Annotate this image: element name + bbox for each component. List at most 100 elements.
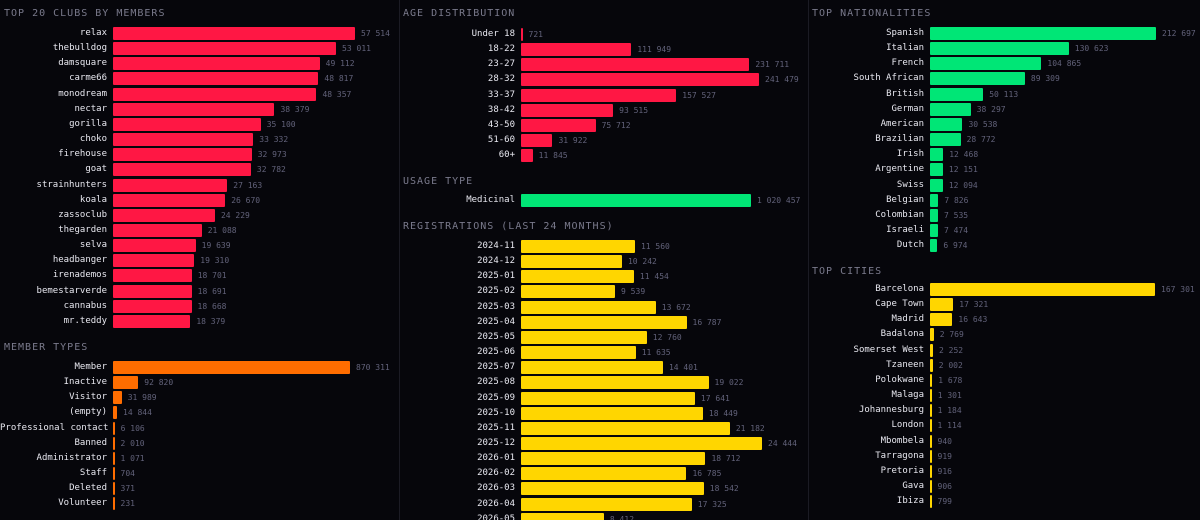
- value-label: 1 184: [937, 406, 962, 416]
- bar-row-2025-01: 2025-01 11 454: [399, 269, 808, 284]
- bar-koala: [113, 193, 226, 207]
- bar-row-barcelona: Barcelona 167 301: [808, 282, 1200, 297]
- category-label: 2024-11: [477, 241, 515, 251]
- bar-goat: [113, 163, 251, 177]
- value-label: 17 641: [700, 393, 730, 403]
- category-label: Malaga: [891, 390, 924, 401]
- panel-title: USAGE TYPE: [403, 176, 474, 187]
- bar-spanish: [930, 27, 1156, 40]
- category-label: Deleted: [69, 483, 107, 494]
- value-label: 11 845: [538, 151, 568, 161]
- bar-barcelona: [930, 283, 1155, 296]
- bar-thebulldog: [113, 42, 337, 56]
- category-label: London: [891, 420, 924, 431]
- bar-row-strainhunters: strainhunters 27 163: [0, 178, 399, 193]
- category-label: 2025-02: [477, 286, 515, 297]
- bar-colombian: [930, 208, 938, 222]
- bar-row-koala: koala 26 670: [0, 193, 399, 208]
- value-label: 1 114: [937, 421, 962, 431]
- bar-madrid: [930, 313, 953, 327]
- bar-row-51-60: 51-60 31 922: [399, 133, 808, 148]
- bar-row-madrid: Madrid 16 643: [808, 312, 1200, 327]
- bar-row-2025-05: 2025-05 12 760: [399, 330, 808, 345]
- category-label: British: [886, 88, 924, 99]
- bar-2025-12: [521, 436, 762, 450]
- category-label: choko: [79, 134, 107, 145]
- bar-row-2025-09: 2025-09 17 641: [399, 391, 808, 406]
- category-label: 2025-03: [477, 301, 515, 312]
- category-label: irenademos: [52, 270, 107, 281]
- value-label: 17 321: [959, 300, 989, 310]
- bar-row-visitor: Visitor 31 989: [0, 390, 399, 405]
- bar-23-27: [521, 58, 750, 72]
- bar-18-22: [521, 43, 632, 57]
- bar-row-polokwane: Polokwane 1 678: [808, 373, 1200, 388]
- value-label: 104 865: [1047, 59, 1082, 69]
- value-label: 93 515: [619, 105, 649, 115]
- bar-row-43-50: 43-50 75 712: [399, 118, 808, 133]
- category-label: Mbombela: [880, 435, 924, 446]
- value-label: 12 468: [949, 150, 979, 160]
- bar-irenademos: [113, 269, 192, 283]
- bar-row-2025-11: 2025-11 21 182: [399, 421, 808, 436]
- value-label: 31 922: [558, 136, 588, 146]
- category-label: Johannesburg: [858, 405, 924, 416]
- value-label: 2 010: [120, 438, 145, 448]
- value-label: 19 639: [201, 241, 231, 251]
- panel-title: TOP CITIES: [812, 266, 883, 277]
- bar-administrator: [113, 451, 115, 465]
- bar-row-thebulldog: thebulldog 53 011: [0, 41, 399, 56]
- bar-row-ibiza: Ibiza 799: [808, 494, 1200, 509]
- category-label: strainhunters: [36, 179, 107, 190]
- bar-thegarden: [113, 223, 202, 237]
- value-label: 18 712: [711, 454, 741, 464]
- bar-tarragona: [930, 449, 932, 463]
- bar-carme66: [113, 72, 319, 86]
- category-label: Tzaneen: [886, 359, 924, 370]
- value-label: 940: [937, 436, 952, 446]
- bar-2026-04: [521, 497, 692, 511]
- value-label: 35 100: [266, 119, 296, 129]
- bar-2025-03: [521, 300, 656, 314]
- bar-row-brazilian: Brazilian 28 772: [808, 132, 1200, 147]
- bar-row-tarragona: Tarragona 919: [808, 449, 1200, 464]
- bar-row-gava: Gava 906: [808, 479, 1200, 494]
- bar-row-badalona: Badalona 2 769: [808, 327, 1200, 342]
- bar-2025-10: [521, 406, 703, 420]
- category-label: cannabus: [63, 300, 107, 311]
- bar-row-2025-03: 2025-03 13 672: [399, 300, 808, 315]
- bar-row-south-african: South African 89 309: [808, 71, 1200, 86]
- value-label: 11 560: [640, 242, 670, 251]
- bar-row-pretoria: Pretoria 916: [808, 464, 1200, 479]
- bar-french: [930, 57, 1042, 71]
- category-label: 2025-10: [477, 407, 515, 418]
- bar-row-empty: (empty) 14 844: [0, 405, 399, 420]
- bar-row-goat: goat 32 782: [0, 162, 399, 177]
- panel-title: AGE DISTRIBUTION: [403, 8, 516, 19]
- bar-row-administrator: Administrator 1 071: [0, 451, 399, 466]
- bar-monodream: [113, 87, 317, 101]
- bar-2025-01: [521, 270, 634, 284]
- bar-row-2026-03: 2026-03 18 542: [399, 481, 808, 496]
- bar-row-irenademos: irenademos 18 701: [0, 268, 399, 283]
- bar-johannesburg: [930, 404, 932, 418]
- category-label: Brazilian: [875, 134, 924, 145]
- bar-visitor: [113, 391, 122, 405]
- bar-row-malaga: Malaga 1 301: [808, 388, 1200, 403]
- right-column: TOP NATIONALITIES Spanish 212 697 Italian 13…: [808, 0, 1200, 520]
- bar-italian: [930, 42, 1069, 56]
- category-label: Somerset West: [853, 344, 924, 355]
- bar-row-choko: choko 33 332: [0, 132, 399, 147]
- category-label: 2025-04: [477, 316, 515, 327]
- bar-38-42: [521, 103, 614, 117]
- category-label: Administrator: [36, 452, 107, 463]
- bar-row-staff: Staff 704: [0, 466, 399, 481]
- value-label: 7 474: [943, 225, 969, 235]
- bar-polokwane: [930, 373, 933, 387]
- bar-row-60: 60+ 11 845: [399, 148, 808, 163]
- category-label: zassoclub: [58, 209, 107, 220]
- category-label: Inactive: [63, 377, 107, 388]
- bar-row-2025-07: 2025-07 14 401: [399, 360, 808, 375]
- value-label: 32 782: [256, 165, 286, 175]
- bar-row-monodream: monodream 48 357: [0, 87, 399, 102]
